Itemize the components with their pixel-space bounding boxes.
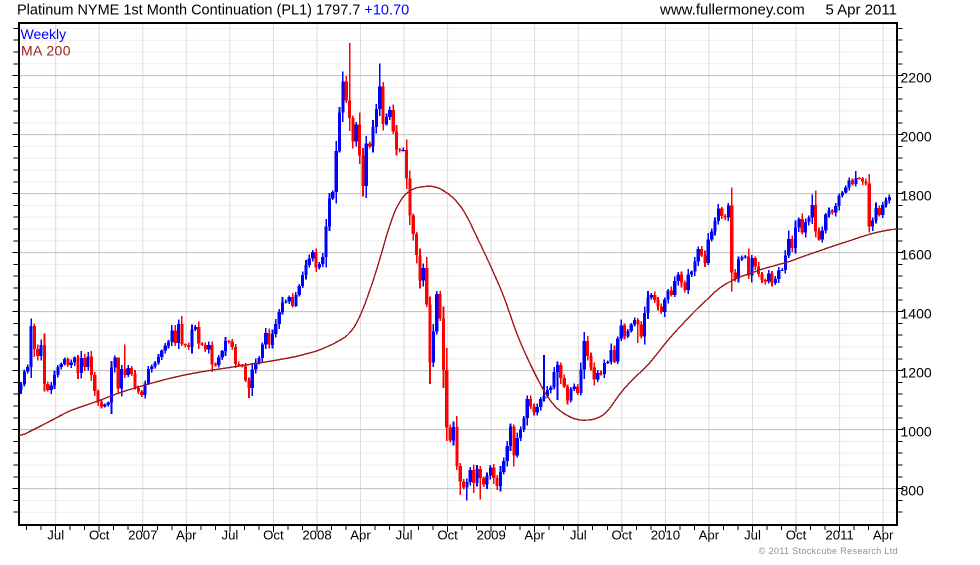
svg-text:Apr: Apr [524,528,545,543]
svg-text:Jul: Jul [396,528,413,543]
svg-text:Apr: Apr [699,528,720,543]
svg-text:Platinum NYME 1st Month Contin: Platinum NYME 1st Month Continuation (PL… [17,2,409,18]
svg-text:1000: 1000 [901,424,932,440]
svg-text:Apr: Apr [176,528,197,543]
svg-text:Oct: Oct [612,528,633,543]
svg-text:Oct: Oct [786,528,807,543]
svg-text:Jul: Jul [47,528,64,543]
svg-text:1400: 1400 [901,306,932,322]
svg-text:Oct: Oct [89,528,110,543]
svg-text:2000: 2000 [901,129,932,145]
svg-text:2200: 2200 [901,70,932,86]
svg-text:Jul: Jul [570,528,587,543]
svg-text:Weekly: Weekly [21,26,67,42]
svg-text:2008: 2008 [302,528,331,543]
svg-text:1200: 1200 [901,365,932,381]
svg-text:5 Apr 2011: 5 Apr 2011 [826,1,897,18]
svg-text:1800: 1800 [901,188,932,204]
svg-text:www.fullermoney.com: www.fullermoney.com [659,1,805,18]
svg-text:Jul: Jul [744,528,761,543]
svg-text:Oct: Oct [437,528,458,543]
svg-text:2010: 2010 [651,528,680,543]
svg-text:1600: 1600 [901,247,932,263]
svg-text:800: 800 [901,483,925,499]
svg-text:Apr: Apr [873,528,894,543]
svg-text:© 2011 Stockcube Research Ltd: © 2011 Stockcube Research Ltd [759,546,898,556]
svg-text:Jul: Jul [221,528,238,543]
svg-text:2007: 2007 [128,528,157,543]
svg-text:2009: 2009 [477,528,506,543]
svg-text:Apr: Apr [350,528,371,543]
svg-text:2011: 2011 [825,528,853,543]
svg-text:Oct: Oct [263,528,284,543]
svg-text:MA 200: MA 200 [21,43,71,59]
